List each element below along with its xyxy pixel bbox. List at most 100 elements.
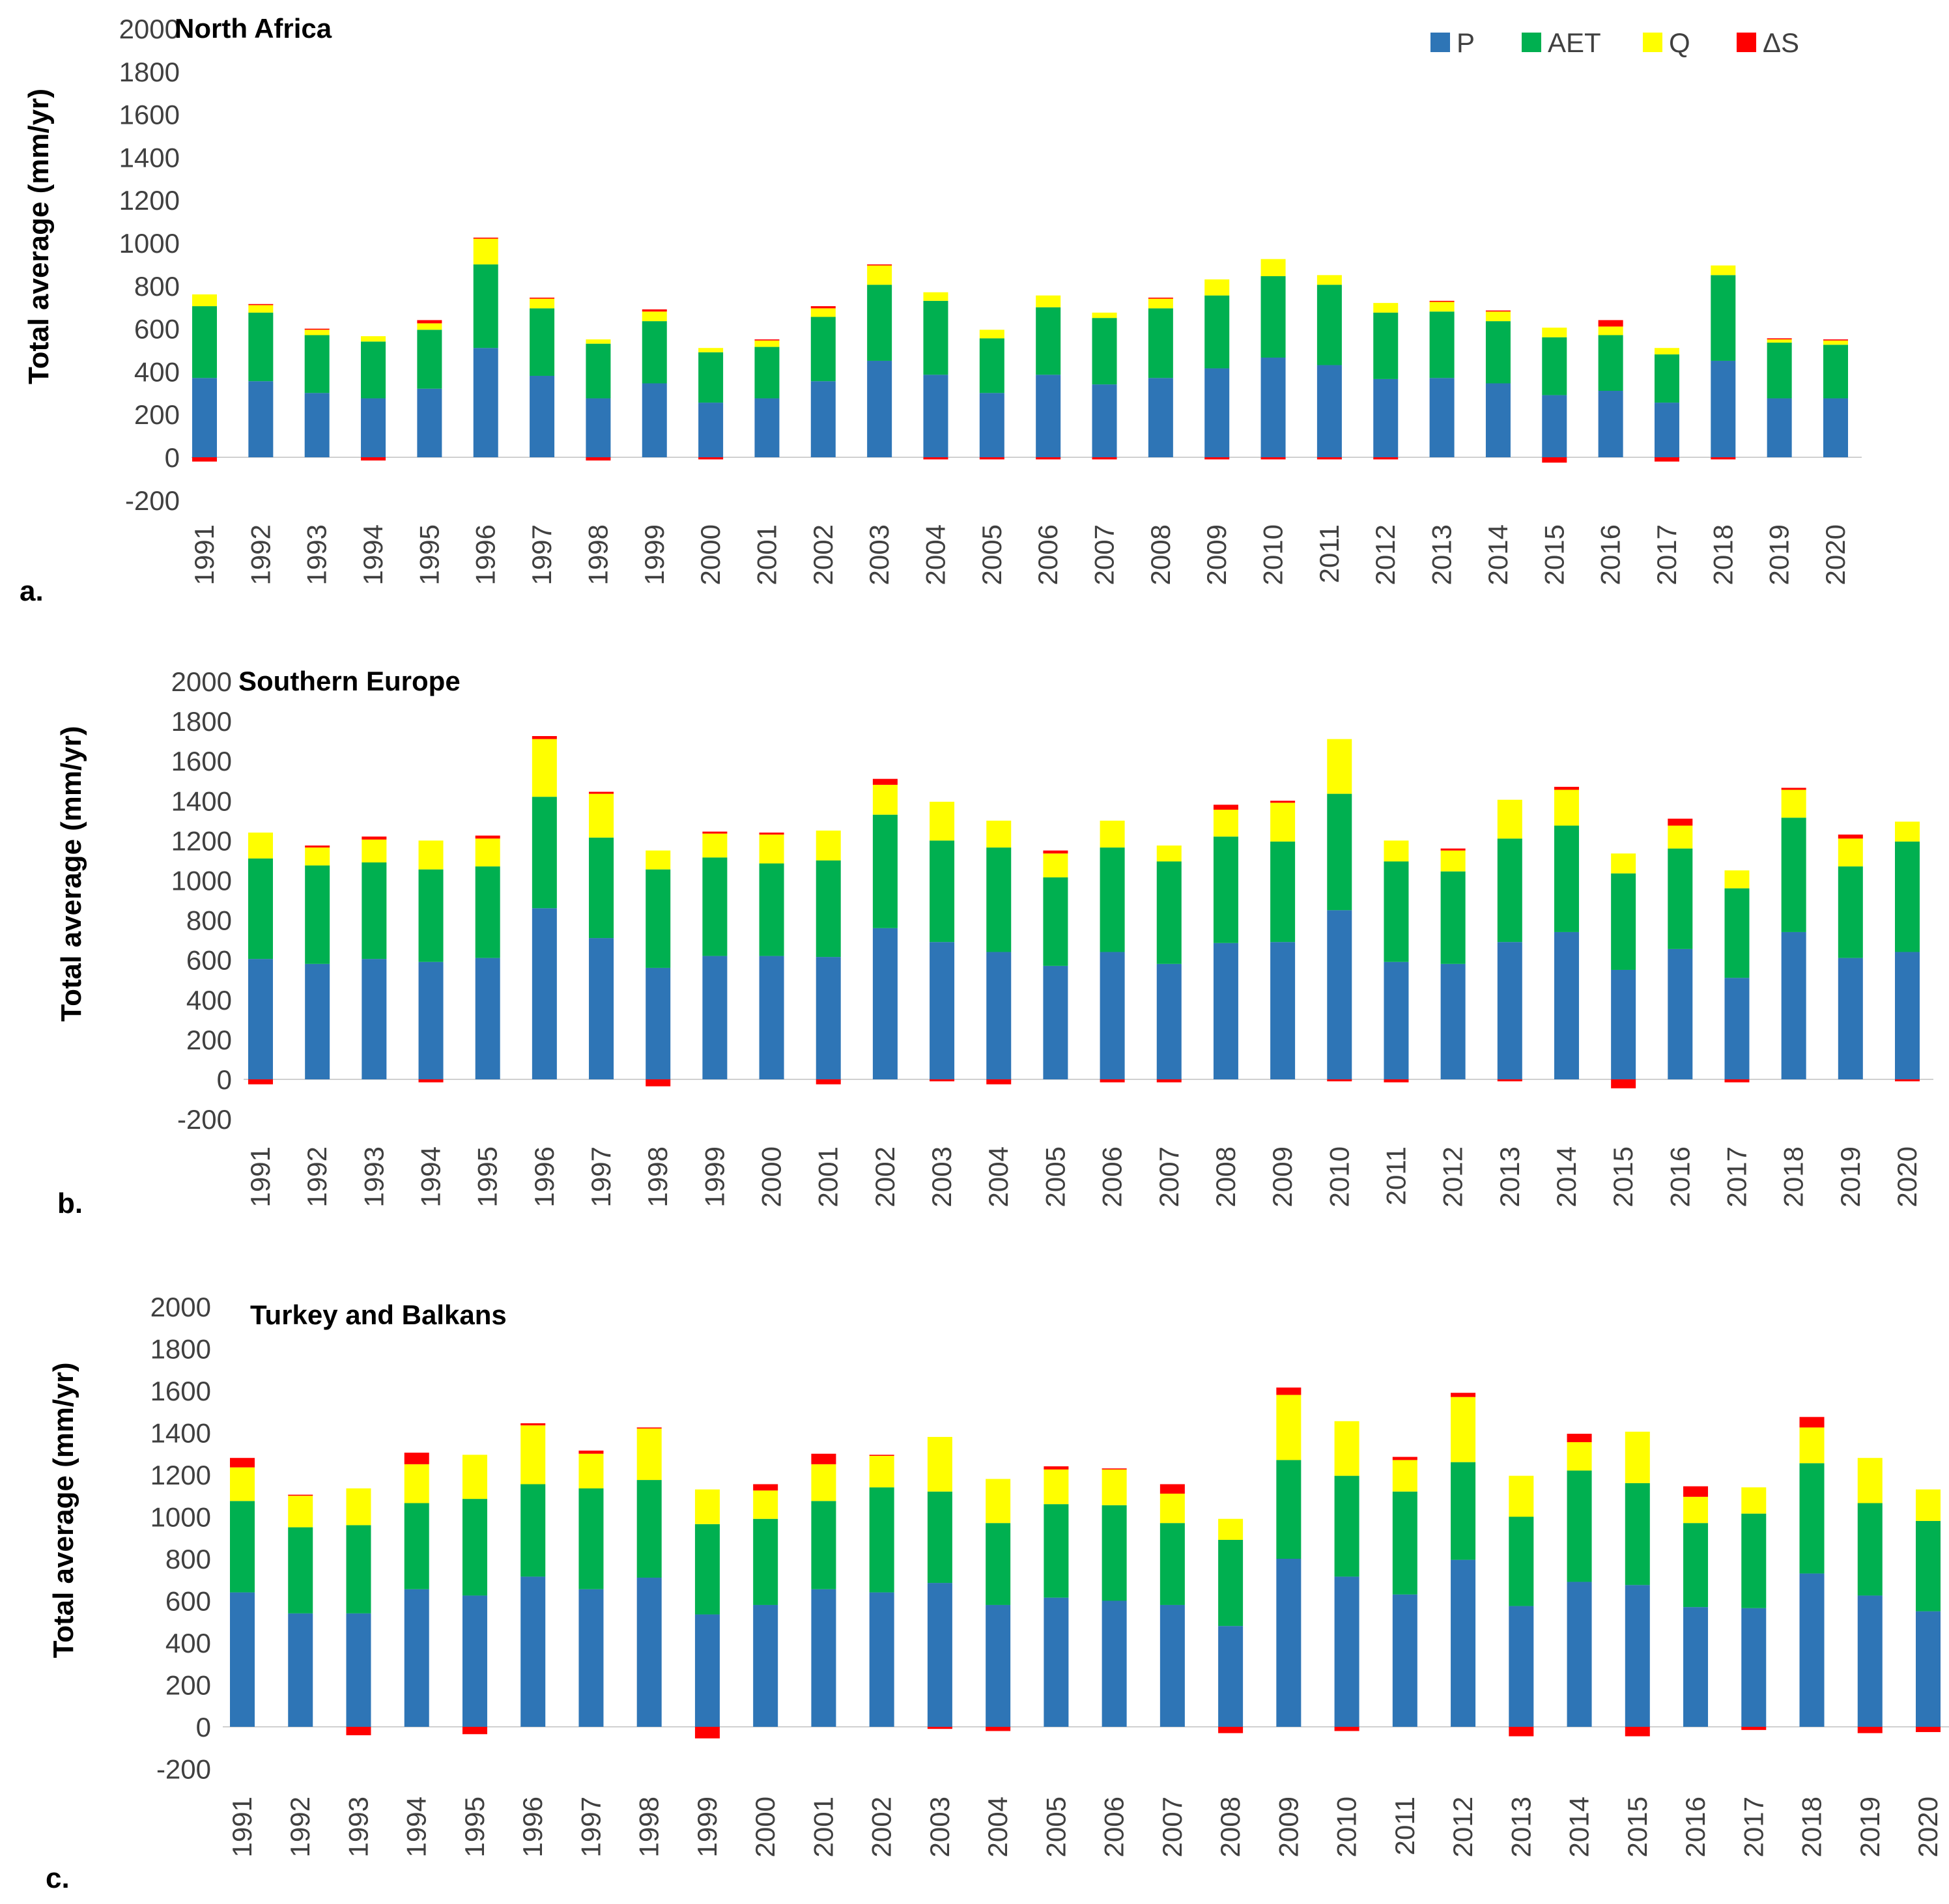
x-tick-label: 2020 (1913, 1797, 1943, 1857)
bar-segment-aet (1683, 1523, 1709, 1608)
bar-segment-q (1598, 326, 1623, 335)
bar-segment-p (1895, 952, 1920, 1079)
chart-panel-a: -200 0 200 400 600 800 1000 1200 1400 1600 1800 200… (20, 13, 1862, 607)
bar-segment-aet (230, 1501, 255, 1593)
bar-segment-delta-s (1711, 457, 1736, 460)
bar-segment-p (586, 398, 611, 457)
bar-segment-aet (646, 869, 671, 968)
bar-segment-aet (869, 1487, 894, 1593)
chart-title: Southern Europe (238, 666, 461, 696)
y-tick-label: 1800 (150, 1334, 211, 1365)
bar-segment-p (1611, 969, 1636, 1079)
bar-segment-q (462, 1455, 487, 1499)
bar-segment-delta-s (810, 306, 836, 309)
bar-segment-p (1373, 378, 1399, 457)
bar-segment-delta-s (362, 836, 387, 840)
bar-segment-delta-s (532, 736, 557, 739)
y-tick-label: 1400 (119, 142, 180, 173)
bar-segment-aet (1218, 1539, 1244, 1627)
bar-segment-delta-s (1036, 457, 1061, 460)
bar-segment-p (404, 1589, 429, 1727)
x-tick-label: 2003 (924, 1797, 955, 1857)
bar-segment-q (1857, 1458, 1883, 1503)
bar-segment-delta-s (927, 1727, 952, 1729)
bar-segment-q (1100, 820, 1125, 848)
bar-segment-q (530, 298, 555, 309)
bar-segment-q (192, 294, 217, 307)
x-tick-label: 2007 (1154, 1146, 1184, 1207)
bar-segment-delta-s (475, 835, 500, 839)
y-tick-label: 2000 (119, 14, 180, 44)
bar-segment-aet (1741, 1513, 1767, 1608)
bar-segment-aet (1857, 1503, 1883, 1596)
bar-segment-aet (1724, 888, 1750, 978)
bar-segment-delta-s (759, 832, 784, 835)
bar-segment-delta-s (473, 237, 498, 239)
bar-segment-q (816, 831, 841, 860)
bar-segment-q (1429, 302, 1455, 312)
bar-segment-delta-s (694, 1727, 720, 1739)
bar-segment-aet (810, 317, 836, 382)
bar-segment-aet (979, 338, 1004, 393)
bar-segment-q (1148, 298, 1173, 309)
bar-segment-q (305, 847, 330, 866)
bar-segment-q (1102, 1469, 1127, 1505)
x-tick-label: 2017 (1651, 524, 1682, 585)
x-tick-label: 1996 (470, 524, 501, 585)
x-tick-label: 1993 (302, 524, 332, 585)
bar-segment-p (1781, 931, 1806, 1079)
bar-segment-q (1895, 821, 1920, 842)
x-tick-label: 2002 (808, 524, 838, 585)
y-tick-label: 0 (165, 442, 180, 473)
bar-segment-q (1611, 853, 1636, 874)
x-tick-label: 2014 (1564, 1797, 1595, 1857)
bar-segment-p (1567, 1582, 1592, 1727)
bar-segment-q (1683, 1496, 1709, 1524)
x-tick-label: 2013 (1494, 1146, 1525, 1207)
x-tick-label: 2000 (750, 1797, 780, 1857)
bar-segment-delta-s (1823, 339, 1848, 341)
x-tick-label: 2012 (1370, 524, 1401, 585)
x-tick-label: 2001 (808, 1797, 838, 1857)
x-tick-label: 1999 (639, 524, 670, 585)
x-tick-label: 2002 (870, 1146, 900, 1207)
bar-segment-p (532, 908, 557, 1079)
bar-segment-aet (473, 264, 498, 348)
bar-segment-q (1260, 259, 1286, 276)
bar-segment-p (867, 360, 892, 457)
legend-swatch (1430, 33, 1450, 52)
bar-segment-aet (816, 860, 841, 958)
bar-segment-p (1767, 398, 1792, 457)
x-tick-label: 2006 (1099, 1797, 1130, 1857)
bar-segment-delta-s (986, 1727, 1011, 1731)
bar-segment-aet (1213, 836, 1238, 943)
x-tick-label: 2007 (1157, 1797, 1188, 1857)
bar-segment-aet (1440, 871, 1466, 964)
chart-panel-b: -200 0 200 400 600 800 1000 1200 1400 1600 1800 200… (55, 666, 1933, 1219)
bar-segment-p (759, 956, 784, 1079)
bar-segment-q (1159, 1494, 1185, 1524)
bar-segment-q (1668, 825, 1693, 849)
bar-segment-q (1384, 840, 1409, 862)
bar-segment-aet (1327, 793, 1352, 911)
x-tick-label: 2003 (926, 1146, 957, 1207)
bar-segment-q (304, 330, 330, 335)
x-tick-label: 1991 (189, 524, 220, 585)
y-axis-label: Total average (mm/yr) (48, 1362, 79, 1658)
x-tick-label: 2002 (866, 1797, 897, 1857)
bar-segment-q (1392, 1460, 1417, 1492)
bar-segment-p (1598, 391, 1623, 457)
bar-segment-delta-s (1741, 1727, 1767, 1730)
bar-segment-aet (248, 312, 274, 382)
bar-segment-delta-s (1440, 848, 1466, 851)
y-tick-label: 400 (134, 356, 180, 387)
bar-segment-p (1036, 375, 1061, 457)
bar-segment-aet (1148, 308, 1173, 378)
y-tick-label: 0 (196, 1712, 211, 1742)
x-tick-label: 2010 (1331, 1797, 1362, 1857)
bar-segment-q (1838, 838, 1863, 867)
x-tick-label: 2018 (1797, 1797, 1827, 1857)
bar-segment-q (1654, 348, 1679, 355)
bar-segment-aet (923, 300, 948, 375)
bar-segment-p (1102, 1600, 1127, 1727)
